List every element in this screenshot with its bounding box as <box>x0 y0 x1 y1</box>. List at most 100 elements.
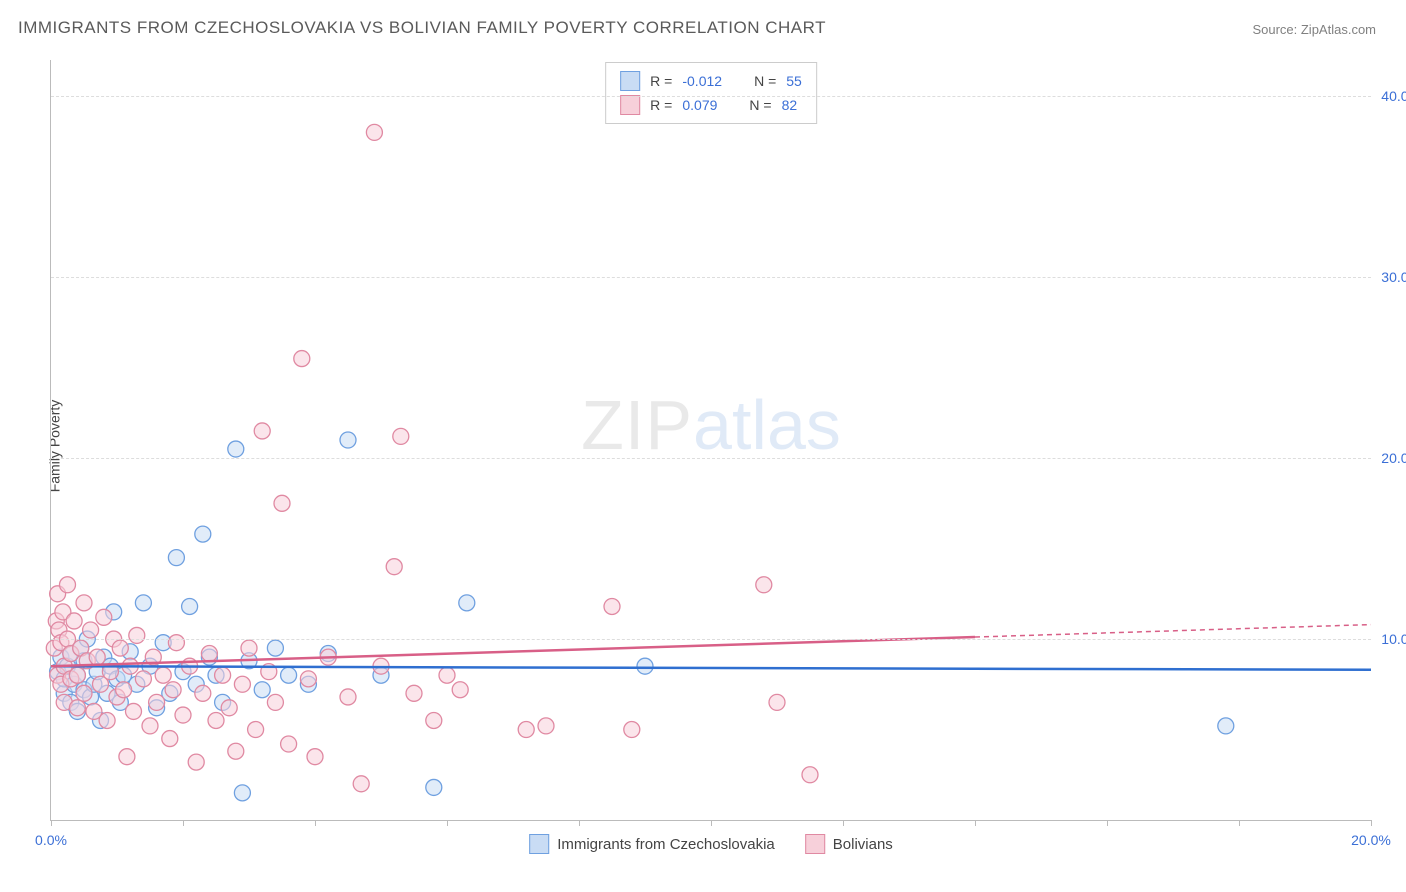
y-tick-label: 40.0% <box>1381 88 1406 104</box>
gridline <box>51 639 1371 640</box>
data-point <box>129 627 145 643</box>
data-point <box>756 577 772 593</box>
data-point <box>254 423 270 439</box>
chart-title: IMMIGRANTS FROM CZECHOSLOVAKIA VS BOLIVI… <box>18 18 826 38</box>
data-point <box>386 559 402 575</box>
data-point <box>155 667 171 683</box>
y-tick-label: 30.0% <box>1381 269 1406 285</box>
gridline <box>51 96 1371 97</box>
data-point <box>439 667 455 683</box>
x-tick <box>1107 820 1108 826</box>
source-label: Source: ZipAtlas.com <box>1252 22 1376 37</box>
data-point <box>281 736 297 752</box>
data-point <box>195 526 211 542</box>
data-point <box>406 685 422 701</box>
data-point <box>340 689 356 705</box>
data-point <box>69 700 85 716</box>
data-point <box>234 676 250 692</box>
legend-swatch <box>805 834 825 854</box>
data-point <box>119 749 135 765</box>
data-point <box>83 622 99 638</box>
trend-line <box>51 637 975 666</box>
x-tick <box>579 820 580 826</box>
data-point <box>254 682 270 698</box>
data-point <box>267 694 283 710</box>
data-point <box>96 609 112 625</box>
data-point <box>112 640 128 656</box>
data-point <box>426 712 442 728</box>
legend-swatch <box>529 834 549 854</box>
data-point <box>1218 718 1234 734</box>
data-point <box>281 667 297 683</box>
data-point <box>175 707 191 723</box>
data-point <box>637 658 653 674</box>
data-point <box>248 722 264 738</box>
data-point <box>162 731 178 747</box>
data-point <box>60 577 76 593</box>
correlation-legend: R = -0.012N = 55R = 0.079N = 82 <box>605 62 817 124</box>
data-point <box>89 649 105 665</box>
legend-swatch <box>620 95 640 115</box>
n-label: N = <box>749 97 771 113</box>
data-point <box>459 595 475 611</box>
legend-correlation-row: R = -0.012N = 55 <box>620 69 802 93</box>
r-value: 0.079 <box>682 97 717 113</box>
data-point <box>188 754 204 770</box>
n-label: N = <box>754 73 776 89</box>
gridline <box>51 458 1371 459</box>
gridline <box>51 277 1371 278</box>
data-point <box>518 722 534 738</box>
x-tick <box>711 820 712 826</box>
x-tick <box>51 820 52 826</box>
data-point <box>135 595 151 611</box>
data-point <box>142 718 158 734</box>
data-point <box>353 776 369 792</box>
data-point <box>300 671 316 687</box>
x-tick <box>447 820 448 826</box>
x-tick <box>1239 820 1240 826</box>
data-point <box>393 428 409 444</box>
data-point <box>168 550 184 566</box>
data-point <box>624 722 640 738</box>
data-point <box>215 667 231 683</box>
r-label: R = <box>650 97 672 113</box>
data-point <box>221 700 237 716</box>
x-tick <box>315 820 316 826</box>
plot-area: ZIPatlas R = -0.012N = 55R = 0.079N = 82… <box>50 60 1371 821</box>
data-point <box>201 646 217 662</box>
data-point <box>234 785 250 801</box>
x-tick <box>183 820 184 826</box>
data-point <box>802 767 818 783</box>
r-value: -0.012 <box>682 73 722 89</box>
data-point <box>228 743 244 759</box>
data-point <box>426 779 442 795</box>
x-tick <box>843 820 844 826</box>
n-value: 82 <box>782 97 798 113</box>
data-point <box>126 703 142 719</box>
data-point <box>208 712 224 728</box>
data-point <box>195 685 211 701</box>
x-tick <box>975 820 976 826</box>
data-point <box>149 694 165 710</box>
data-point <box>294 351 310 367</box>
data-point <box>366 124 382 140</box>
data-point <box>99 712 115 728</box>
data-point <box>66 613 82 629</box>
data-point <box>307 749 323 765</box>
y-tick-label: 10.0% <box>1381 631 1406 647</box>
legend-series-label: Immigrants from Czechoslovakia <box>557 836 775 853</box>
data-point <box>76 685 92 701</box>
data-point <box>135 671 151 687</box>
x-tick-label: 20.0% <box>1351 832 1391 848</box>
data-point <box>452 682 468 698</box>
data-point <box>228 441 244 457</box>
chart-svg <box>51 60 1371 820</box>
legend-swatch <box>620 71 640 91</box>
data-point <box>538 718 554 734</box>
data-point <box>769 694 785 710</box>
data-point <box>340 432 356 448</box>
data-point <box>241 640 257 656</box>
data-point <box>267 640 283 656</box>
legend-series-label: Bolivians <box>833 836 893 853</box>
data-point <box>69 667 85 683</box>
